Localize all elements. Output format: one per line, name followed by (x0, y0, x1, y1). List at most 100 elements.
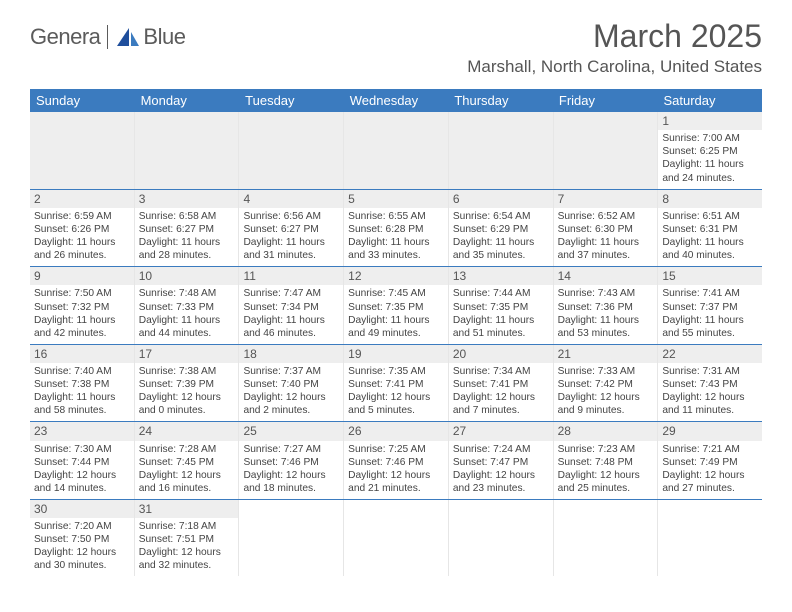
brand-logo: Genera Blue (30, 24, 185, 50)
day-number: 26 (348, 424, 361, 438)
day-number-stripe: 23 (30, 422, 134, 440)
sunset-text: Sunset: 6:27 PM (243, 223, 339, 236)
day-number: 20 (453, 347, 466, 361)
day-number-stripe: 9 (30, 267, 134, 285)
daylight-text: Daylight: 11 hours (558, 236, 654, 249)
sunset-text: Sunset: 6:30 PM (558, 223, 654, 236)
daylight-text: Daylight: 11 hours (348, 236, 444, 249)
day-cell: 8Sunrise: 6:51 AMSunset: 6:31 PMDaylight… (658, 190, 762, 267)
daylight-text: Daylight: 11 hours (348, 314, 444, 327)
weekday-header: Thursday (448, 89, 553, 112)
day-number: 21 (558, 347, 571, 361)
daylight-text: and 25 minutes. (558, 482, 654, 495)
empty-cell (239, 112, 344, 189)
daylight-text: and 46 minutes. (243, 327, 339, 340)
sunrise-text: Sunrise: 7:00 AM (662, 132, 758, 145)
sunrise-text: Sunrise: 6:58 AM (139, 210, 235, 223)
daylight-text: and 5 minutes. (348, 404, 444, 417)
sunset-text: Sunset: 6:31 PM (662, 223, 758, 236)
sunrise-text: Sunrise: 7:38 AM (139, 365, 235, 378)
day-number-stripe: 4 (239, 190, 343, 208)
empty-cell (658, 500, 762, 577)
weekday-header-row: SundayMondayTuesdayWednesdayThursdayFrid… (30, 89, 762, 112)
sunrise-text: Sunrise: 7:25 AM (348, 443, 444, 456)
day-number-stripe: 29 (658, 422, 762, 440)
day-cell: 16Sunrise: 7:40 AMSunset: 7:38 PMDayligh… (30, 345, 135, 422)
week-row: 30Sunrise: 7:20 AMSunset: 7:50 PMDayligh… (30, 499, 762, 577)
sunset-text: Sunset: 7:32 PM (34, 301, 130, 314)
day-number: 1 (662, 114, 669, 128)
day-cell: 14Sunrise: 7:43 AMSunset: 7:36 PMDayligh… (554, 267, 659, 344)
daylight-text: Daylight: 11 hours (662, 236, 758, 249)
day-number-stripe: 18 (239, 345, 343, 363)
week-row: 2Sunrise: 6:59 AMSunset: 6:26 PMDaylight… (30, 189, 762, 267)
empty-cell (554, 500, 659, 577)
sunrise-text: Sunrise: 7:31 AM (662, 365, 758, 378)
day-cell: 24Sunrise: 7:28 AMSunset: 7:45 PMDayligh… (135, 422, 240, 499)
day-number-stripe: 30 (30, 500, 134, 518)
sunrise-text: Sunrise: 7:48 AM (139, 287, 235, 300)
day-number-stripe: 19 (344, 345, 448, 363)
daylight-text: Daylight: 11 hours (34, 314, 130, 327)
sunset-text: Sunset: 7:38 PM (34, 378, 130, 391)
sunset-text: Sunset: 7:35 PM (348, 301, 444, 314)
day-number: 27 (453, 424, 466, 438)
day-cell: 5Sunrise: 6:55 AMSunset: 6:28 PMDaylight… (344, 190, 449, 267)
daylight-text: and 18 minutes. (243, 482, 339, 495)
daylight-text: and 40 minutes. (662, 249, 758, 262)
daylight-text: Daylight: 12 hours (139, 391, 235, 404)
day-number-stripe: 7 (554, 190, 658, 208)
day-cell: 15Sunrise: 7:41 AMSunset: 7:37 PMDayligh… (658, 267, 762, 344)
daylight-text: Daylight: 12 hours (243, 391, 339, 404)
day-number-stripe: 10 (135, 267, 239, 285)
daylight-text: and 42 minutes. (34, 327, 130, 340)
day-number: 18 (243, 347, 256, 361)
daylight-text: and 0 minutes. (139, 404, 235, 417)
sunrise-text: Sunrise: 7:33 AM (558, 365, 654, 378)
day-cell: 20Sunrise: 7:34 AMSunset: 7:41 PMDayligh… (449, 345, 554, 422)
sunset-text: Sunset: 6:25 PM (662, 145, 758, 158)
weekday-header: Wednesday (344, 89, 449, 112)
daylight-text: Daylight: 12 hours (139, 469, 235, 482)
day-cell: 31Sunrise: 7:18 AMSunset: 7:51 PMDayligh… (135, 500, 240, 577)
sunset-text: Sunset: 7:44 PM (34, 456, 130, 469)
day-number: 14 (558, 269, 571, 283)
daylight-text: and 35 minutes. (453, 249, 549, 262)
day-number-stripe: 28 (554, 422, 658, 440)
sunset-text: Sunset: 6:26 PM (34, 223, 130, 236)
day-number-stripe: 2 (30, 190, 134, 208)
daylight-text: Daylight: 11 hours (34, 391, 130, 404)
day-number-stripe: 5 (344, 190, 448, 208)
day-cell: 22Sunrise: 7:31 AMSunset: 7:43 PMDayligh… (658, 345, 762, 422)
sunrise-text: Sunrise: 7:41 AM (662, 287, 758, 300)
day-number: 7 (558, 192, 565, 206)
sunrise-text: Sunrise: 7:18 AM (139, 520, 235, 533)
daylight-text: Daylight: 11 hours (558, 314, 654, 327)
daylight-text: Daylight: 11 hours (662, 158, 758, 171)
sunrise-text: Sunrise: 7:24 AM (453, 443, 549, 456)
empty-cell (449, 112, 554, 189)
day-cell: 10Sunrise: 7:48 AMSunset: 7:33 PMDayligh… (135, 267, 240, 344)
daylight-text: and 23 minutes. (453, 482, 549, 495)
day-cell: 9Sunrise: 7:50 AMSunset: 7:32 PMDaylight… (30, 267, 135, 344)
empty-cell (239, 500, 344, 577)
sunset-text: Sunset: 7:51 PM (139, 533, 235, 546)
daylight-text: and 16 minutes. (139, 482, 235, 495)
calendar-page: Genera Blue March 2025 Marshall, North C… (30, 18, 762, 576)
sunrise-text: Sunrise: 7:20 AM (34, 520, 130, 533)
day-number-stripe: 14 (554, 267, 658, 285)
daylight-text: and 30 minutes. (34, 559, 130, 572)
day-cell: 2Sunrise: 6:59 AMSunset: 6:26 PMDaylight… (30, 190, 135, 267)
sunset-text: Sunset: 7:50 PM (34, 533, 130, 546)
empty-cell (30, 112, 135, 189)
daylight-text: and 28 minutes. (139, 249, 235, 262)
day-number: 31 (139, 502, 152, 516)
weekday-header: Friday (553, 89, 658, 112)
day-number-stripe: 26 (344, 422, 448, 440)
day-number: 30 (34, 502, 47, 516)
daylight-text: and 58 minutes. (34, 404, 130, 417)
daylight-text: and 26 minutes. (34, 249, 130, 262)
daylight-text: Daylight: 12 hours (453, 391, 549, 404)
day-number: 9 (34, 269, 41, 283)
day-number: 10 (139, 269, 152, 283)
